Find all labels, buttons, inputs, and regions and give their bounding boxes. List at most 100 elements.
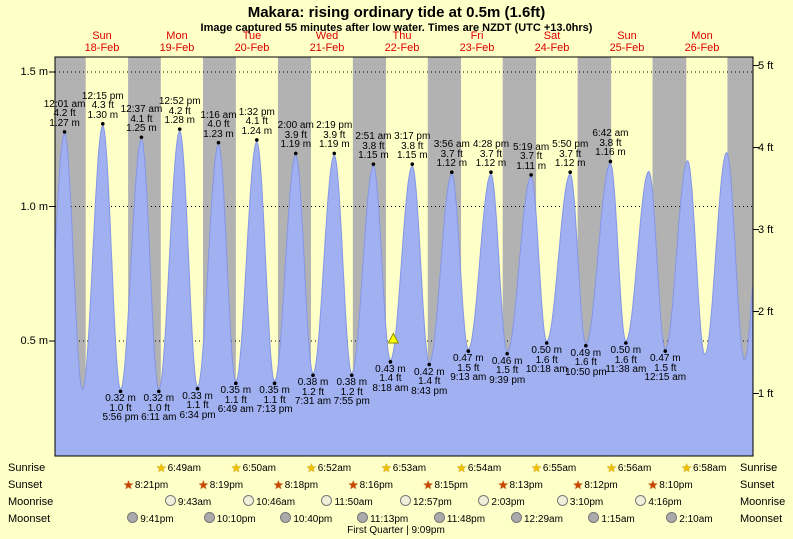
day-header: Tue 20-Feb bbox=[217, 30, 287, 54]
tide-label-line: 7:13 pm bbox=[256, 404, 293, 416]
moonrise-event: 11:50am bbox=[321, 495, 373, 508]
astro-event-time: 8:16pm bbox=[359, 480, 393, 491]
astro-event-time: 12:29am bbox=[524, 514, 563, 525]
tide-label-line: 1.5 ft bbox=[496, 365, 519, 377]
tide-label-line: 1.0 ft bbox=[147, 402, 170, 414]
sunrise-row-label-left: Sunrise bbox=[8, 462, 46, 474]
tide-label-line: 1.25 m bbox=[126, 123, 157, 135]
tide-label-line: 5:19 am bbox=[513, 141, 550, 153]
astro-event-time: 6:54am bbox=[467, 463, 502, 474]
low-tide-label: 0.50 m 1.6 ft 11:38 am bbox=[597, 346, 655, 375]
tide-label-line: 1:16 am bbox=[200, 109, 237, 121]
low-tide-label: 0.32 m 1.0 ft 5:56 pm bbox=[92, 394, 150, 423]
tide-label-line: 10:50 pm bbox=[564, 366, 607, 378]
moonset-event: 10:40pm bbox=[280, 512, 332, 525]
day-name: Mon bbox=[691, 30, 713, 42]
tide-label-line: 12:01 am bbox=[43, 98, 86, 110]
tide-label-line: 1.19 m bbox=[280, 139, 312, 151]
tide-label-line: 0.38 m bbox=[336, 377, 368, 389]
moonrise-circle bbox=[635, 495, 647, 506]
sunset-star: ★ bbox=[347, 478, 359, 492]
high-tide-dot bbox=[489, 170, 493, 175]
tide-label-line: 11:38 am bbox=[605, 364, 647, 375]
astro-event-time: 10:46am bbox=[256, 497, 296, 508]
tide-label-line: 1:32 pm bbox=[238, 106, 275, 118]
tide-curve bbox=[54, 125, 754, 457]
day-date: 26-Feb bbox=[684, 41, 720, 54]
tide-label-line: 3.9 ft bbox=[284, 129, 307, 141]
moonrise-circle bbox=[164, 495, 176, 506]
astro-event-time: 6:52am bbox=[317, 463, 352, 474]
sunrise-event: ★6:54am bbox=[456, 461, 502, 475]
high-tide-dot bbox=[608, 159, 613, 164]
day-name: Tue bbox=[242, 30, 262, 42]
high-tide-label: 2:51 am 3.8 ft 1.15 m bbox=[344, 132, 402, 161]
low-tide-dot bbox=[544, 341, 549, 345]
high-tide-label: 12:52 pm 4.2 ft 1.28 m bbox=[151, 97, 209, 126]
tide-label-line: 0.47 m bbox=[649, 353, 681, 365]
high-tide-dot bbox=[371, 162, 376, 166]
sunrise-row-label-right: Sunrise bbox=[740, 462, 778, 474]
sunrise-star: ★ bbox=[381, 461, 392, 475]
sunrise-event: ★6:58am bbox=[681, 461, 727, 475]
low-tide-label: 0.32 m 1.0 ft 6:11 am bbox=[130, 394, 188, 423]
high-tide-label: 3:56 am 3.7 ft 1.12 m bbox=[423, 140, 481, 169]
tide-label-line: 1.15 m bbox=[396, 150, 428, 162]
tide-label-line: 1.23 m bbox=[203, 128, 234, 140]
astro-event-time: 10:40pm bbox=[293, 514, 333, 525]
sunrise-event: ★6:49am bbox=[156, 461, 201, 475]
astro-event-time: 6:58am bbox=[693, 463, 727, 474]
tide-label-line: 1.15 m bbox=[358, 150, 389, 162]
tide-label-line: 0.32 m bbox=[143, 393, 175, 405]
right-axis-label: 4 ft bbox=[758, 141, 774, 154]
astro-event-time: 4:16pm bbox=[648, 497, 682, 508]
day-header: Thu 22-Feb bbox=[367, 30, 437, 54]
moonrise-event: 10:46am bbox=[243, 495, 295, 508]
moonset-row-label-left: Moonset bbox=[8, 513, 51, 525]
tide-label-line: 7:31 am bbox=[294, 396, 332, 408]
tide-label-line: 1.2 ft bbox=[301, 386, 325, 398]
sunset-row-label-right: Sunset bbox=[740, 479, 775, 491]
tide-label-line: 1.1 ft bbox=[224, 394, 247, 406]
tide-label-line: 4.3 ft bbox=[91, 100, 114, 112]
high-tide-label: 6:42 am 3.8 ft 1.16 m bbox=[581, 129, 639, 158]
astro-event-time: 12:57pm bbox=[412, 497, 452, 508]
sunset-event: ★8:13pm bbox=[497, 478, 543, 492]
tide-label-line: 0.38 m bbox=[297, 377, 329, 389]
high-tide-dot bbox=[410, 162, 415, 166]
moonrise-circle bbox=[321, 495, 333, 506]
low-tide-label: 0.46 m 1.5 ft 9:39 pm bbox=[478, 357, 536, 386]
high-tide-dot bbox=[216, 140, 221, 145]
right-axis-label: 1 ft bbox=[758, 387, 774, 400]
high-tide-label: 1:16 am 4.0 ft 1.23 m bbox=[189, 109, 247, 140]
moonrise-event: 9:43am bbox=[164, 495, 211, 508]
day-name: Mon bbox=[166, 30, 188, 42]
moonrise-circle bbox=[556, 495, 568, 506]
day-header: Sun 18-Feb bbox=[67, 30, 137, 54]
sunset-star: ★ bbox=[422, 478, 434, 492]
tide-label-line: 6:11 am bbox=[141, 412, 177, 424]
sunset-star: ★ bbox=[647, 478, 659, 492]
tide-label-line: 0.50 m bbox=[610, 345, 642, 356]
tide-label-line: 0.47 m bbox=[453, 353, 484, 365]
day-name: Fri bbox=[470, 30, 484, 42]
low-tide-dot bbox=[234, 381, 238, 386]
day-date: 21-Feb bbox=[309, 41, 345, 54]
astro-event-time: 6:55am bbox=[542, 463, 577, 474]
tide-label-line: 0.35 m bbox=[259, 385, 290, 397]
astro-event-time: 8:12pm bbox=[584, 480, 618, 491]
moonset-event: 2:10am bbox=[666, 512, 713, 525]
low-tide-label: 0.49 m 1.6 ft 10:50 pm bbox=[557, 347, 615, 378]
day-header: Mon 19-Feb bbox=[142, 30, 212, 54]
day-date: 24-Feb bbox=[534, 41, 570, 54]
tide-label-line: 0.49 m bbox=[570, 347, 602, 359]
sunrise-event: ★6:53am bbox=[381, 461, 426, 475]
low-tide-label: 0.47 m 1.5 ft 12:15 am bbox=[636, 354, 694, 383]
astro-event-time: 3:10pm bbox=[569, 497, 604, 508]
high-tide-dot bbox=[568, 170, 573, 175]
sunset-star: ★ bbox=[497, 478, 509, 492]
tide-label-line: 1.30 m bbox=[87, 109, 119, 121]
high-tide-dot bbox=[139, 135, 144, 140]
high-tide-label: 12:01 am 4.2 ft 1.27 m bbox=[36, 100, 94, 129]
day-date: 22-Feb bbox=[384, 41, 420, 54]
